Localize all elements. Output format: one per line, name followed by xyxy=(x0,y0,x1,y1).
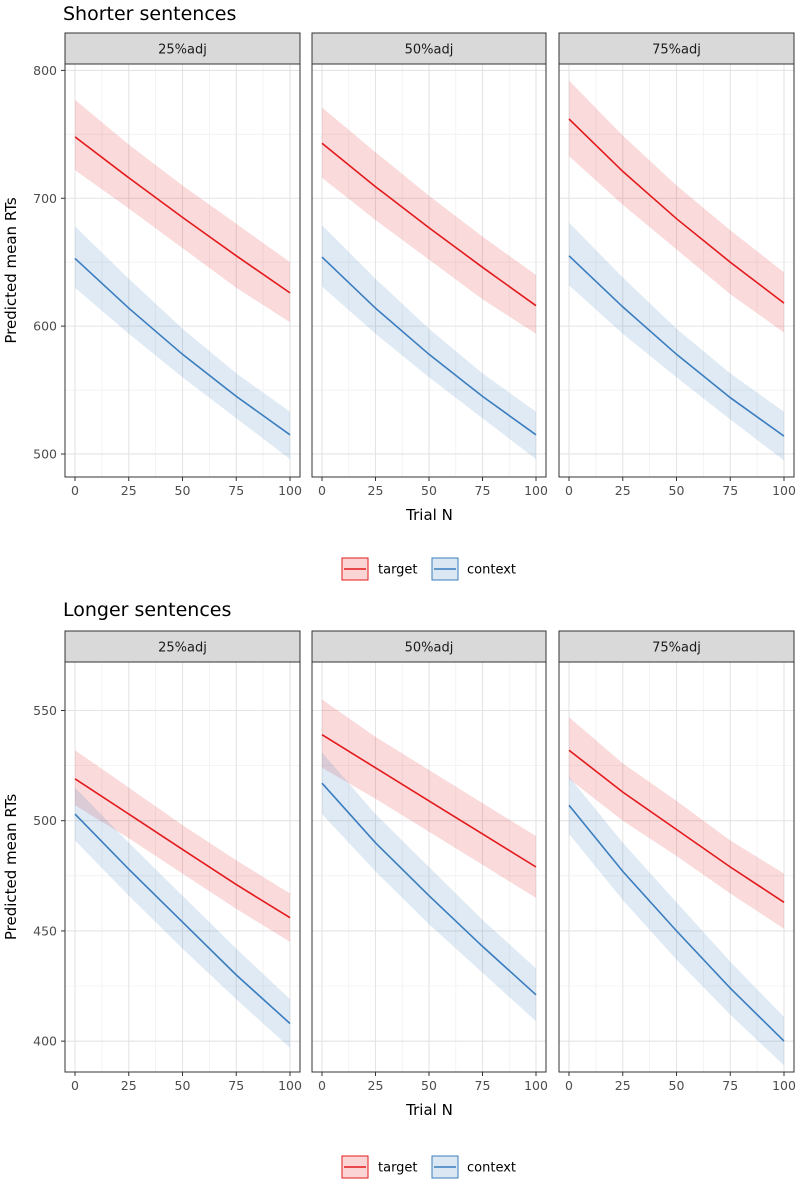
x-axis-title: Trial N xyxy=(405,506,453,524)
x-tick-label: 50 xyxy=(669,483,685,498)
line-context xyxy=(74,813,291,1025)
x-tick-label: 25 xyxy=(368,1078,384,1093)
facet-strip xyxy=(558,32,795,65)
x-tick-label: 50 xyxy=(175,483,191,498)
ribbon-context xyxy=(75,226,290,460)
x-tick-label: 75 xyxy=(475,483,491,498)
chart-title: Shorter sentences xyxy=(63,3,236,25)
facet-strip-label: 50%adj xyxy=(405,43,454,58)
facet-panel-50%adj: 50%adj 0 25 50 75 100 xyxy=(311,32,548,498)
y-tick-label: 400 xyxy=(33,1034,57,1049)
x-tick-label: 75 xyxy=(228,483,244,498)
chart-title: Longer sentences xyxy=(63,599,231,621)
line-context xyxy=(568,255,785,437)
x-tick-label: 0 xyxy=(565,483,573,498)
x-axis-title: Trial N xyxy=(405,1101,453,1119)
legend: target context xyxy=(341,1155,516,1179)
legend-label-target: target xyxy=(378,1161,418,1176)
x-tick-label: 100 xyxy=(278,1078,302,1093)
x-tick-label: 75 xyxy=(722,483,738,498)
x-tick-label: 100 xyxy=(278,483,302,498)
x-tick-label: 75 xyxy=(722,1078,738,1093)
ribbon-context xyxy=(75,787,290,1048)
line-target xyxy=(74,778,291,919)
ribbon-target xyxy=(75,750,290,942)
facet-panel-25%adj: 25%adj 0 25 50 75 100 xyxy=(64,32,302,498)
x-tick-label: 75 xyxy=(228,1078,244,1093)
facet-strip-label: 25%adj xyxy=(158,641,207,656)
facet-strip-label: 50%adj xyxy=(405,641,454,656)
ribbon-context xyxy=(322,752,536,1022)
line-context xyxy=(568,804,785,1042)
x-tick-label: 100 xyxy=(772,1078,796,1093)
ribbon-context xyxy=(569,222,784,461)
x-tick-label: 100 xyxy=(524,1078,548,1093)
legend: target context xyxy=(341,557,516,581)
facet-strip xyxy=(311,32,547,65)
facet-strip-label: 75%adj xyxy=(652,43,701,58)
facet-strip xyxy=(64,630,301,663)
x-tick-label: 25 xyxy=(615,483,631,498)
legend-label-context: context xyxy=(467,563,516,578)
y-tick-label: 700 xyxy=(33,191,57,206)
facet-strip-label: 25%adj xyxy=(158,43,207,58)
facet-strip-label: 75%adj xyxy=(652,641,701,656)
x-tick-label: 0 xyxy=(318,483,326,498)
line-context xyxy=(321,256,537,436)
line-target xyxy=(321,734,537,868)
facet-strip xyxy=(311,630,547,663)
x-tick-label: 75 xyxy=(475,1078,491,1093)
x-tick-label: 50 xyxy=(421,483,437,498)
x-tick-label: 50 xyxy=(669,1078,685,1093)
y-tick-label: 500 xyxy=(33,446,57,461)
y-tick-label: 450 xyxy=(33,923,57,938)
ribbon-target xyxy=(322,699,536,898)
x-tick-label: 0 xyxy=(71,1078,79,1093)
y-tick-label: 800 xyxy=(33,63,57,78)
line-target xyxy=(568,749,785,903)
ribbon-target xyxy=(322,107,536,334)
line-context xyxy=(74,257,291,436)
legend-label-context: context xyxy=(467,1161,516,1176)
ribbon-target xyxy=(569,717,784,929)
line-context xyxy=(321,782,537,996)
x-tick-label: 0 xyxy=(71,483,79,498)
x-tick-label: 25 xyxy=(615,1078,631,1093)
y-axis-title: Predicted mean RTs xyxy=(2,197,20,344)
y-tick-label: 500 xyxy=(33,813,57,828)
x-tick-label: 25 xyxy=(121,483,137,498)
line-target xyxy=(568,118,785,304)
facet-strip xyxy=(64,32,301,65)
line-target xyxy=(74,136,291,294)
x-tick-label: 100 xyxy=(524,483,548,498)
x-tick-label: 25 xyxy=(368,483,384,498)
facet-strip xyxy=(558,630,795,663)
x-tick-label: 0 xyxy=(318,1078,326,1093)
ribbon-target xyxy=(75,99,290,323)
line-target xyxy=(321,142,537,307)
x-tick-label: 0 xyxy=(565,1078,573,1093)
x-tick-label: 25 xyxy=(121,1078,137,1093)
ribbon-context xyxy=(569,776,784,1066)
x-tick-label: 50 xyxy=(175,1078,191,1093)
y-tick-label: 550 xyxy=(33,703,57,718)
facet-panel-75%adj: 75%adj 0 25 50 75 100 xyxy=(558,32,796,498)
x-tick-label: 50 xyxy=(421,1078,437,1093)
facet-panel-75%adj: 75%adj 0 25 50 75 100 xyxy=(558,630,796,1093)
ribbon-context xyxy=(322,225,536,460)
y-tick-label: 600 xyxy=(33,319,57,334)
legend-label-target: target xyxy=(378,563,418,578)
facet-panel-25%adj: 25%adj 0 25 50 75 100 xyxy=(64,630,302,1093)
y-axis-title: Predicted mean RTs xyxy=(2,794,20,941)
x-tick-label: 100 xyxy=(772,483,796,498)
ribbon-target xyxy=(569,80,784,333)
facet-panel-50%adj: 50%adj 0 25 50 75 100 xyxy=(311,630,548,1093)
